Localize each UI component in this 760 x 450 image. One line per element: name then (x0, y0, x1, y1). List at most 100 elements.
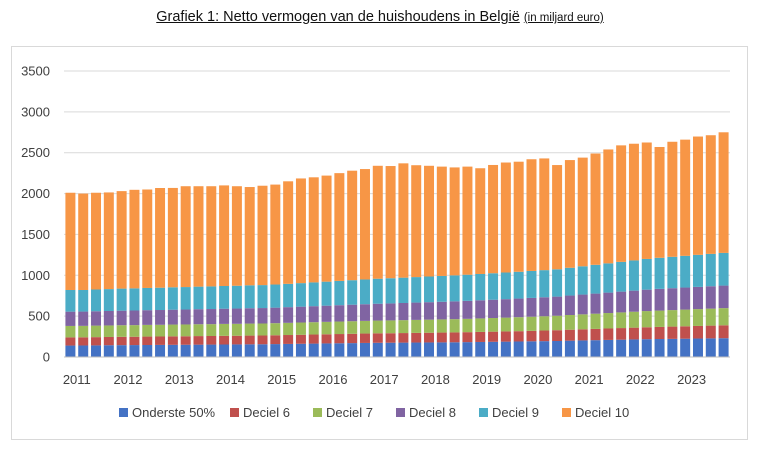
bar-segment (385, 320, 396, 334)
bar-segment (308, 322, 319, 335)
x-tick-label: 2022 (626, 372, 655, 387)
bar-segment (628, 311, 639, 328)
bar-segment (705, 286, 716, 309)
bar-segment (641, 258, 652, 290)
bar-segment (155, 310, 166, 325)
bar-segment (616, 261, 627, 292)
bar-segment (564, 160, 575, 268)
bar-segment (65, 311, 76, 326)
bar-segment (564, 315, 575, 330)
bar-segment (219, 323, 230, 336)
x-tick-label: 2020 (523, 372, 552, 387)
bar-segment (628, 339, 639, 357)
legend-label: Deciel 7 (326, 405, 373, 420)
bar-segment (321, 321, 332, 335)
bar-segment (206, 186, 217, 287)
bar-segment (590, 153, 601, 265)
bar-segment (372, 342, 383, 357)
bar-segment (500, 272, 511, 300)
bar-segment (680, 255, 691, 288)
bar-segment (411, 342, 422, 357)
bar-segment (705, 338, 716, 357)
bar-segment (78, 345, 89, 357)
bar-segment (321, 334, 332, 344)
bar-segment (513, 341, 524, 357)
legend-swatch (396, 408, 405, 417)
bar-segment (142, 287, 153, 311)
bar-segment (692, 286, 703, 310)
bar-segment (142, 324, 153, 337)
bar-segment (449, 332, 460, 343)
legend-swatch (479, 408, 488, 417)
bar-segment (244, 285, 255, 309)
bar-segment (193, 186, 204, 287)
bar-segment (65, 337, 76, 346)
bar-segment (667, 338, 678, 357)
bar-segment (577, 340, 588, 357)
bar-segment (116, 191, 127, 289)
bar-segment (180, 344, 191, 357)
bar-segment (680, 326, 691, 339)
bar-segment (283, 181, 294, 284)
bar-segment (539, 297, 550, 317)
x-tick-label: 2016 (319, 372, 348, 387)
y-tick-label: 1000 (21, 268, 50, 283)
bar-segment (308, 282, 319, 307)
bar-segment (231, 323, 242, 336)
bar-segment (692, 338, 703, 357)
bar-segment (372, 303, 383, 321)
legend-label: Deciel 8 (409, 405, 456, 420)
bar-segment (359, 320, 370, 334)
legend: Onderste 50% Deciel 6 Deciel 7 Deciel 8 Deci… (119, 405, 629, 420)
bar-segment (552, 296, 563, 316)
bar-segment (321, 305, 332, 322)
y-tick-label: 1500 (21, 227, 50, 242)
bar-segment (513, 161, 524, 272)
y-tick-label: 0 (43, 350, 50, 365)
bar-segment (129, 345, 140, 357)
bar-segment (244, 323, 255, 336)
bar-segment (449, 342, 460, 357)
bar-segment (167, 324, 178, 337)
bar-segment (116, 345, 127, 357)
bar-segment (424, 276, 435, 303)
bar-segment (718, 325, 729, 339)
bar-segment (436, 342, 447, 357)
bar-segment (78, 337, 89, 346)
bar-segment (424, 302, 435, 320)
bar-segment (78, 311, 89, 326)
bar-segment (385, 342, 396, 357)
bar-segment (347, 333, 358, 344)
bar-segment (372, 333, 383, 343)
bar-segment (590, 340, 601, 357)
y-tick-label: 2500 (21, 145, 50, 160)
legend-swatch (119, 408, 128, 417)
bar-segment (129, 310, 140, 326)
bar-segment (462, 332, 473, 343)
bar-segment (167, 287, 178, 310)
y-tick-label: 2000 (21, 186, 50, 201)
bar-segment (347, 170, 358, 281)
bar-segment (628, 260, 639, 291)
bar-segment (359, 304, 370, 321)
bar-segment (705, 253, 716, 287)
y-tick-label: 3000 (21, 104, 50, 119)
bar-segment (244, 308, 255, 324)
chart-title: Grafiek 1: Netto vermogen van de huishou… (0, 9, 760, 25)
bar-segment (283, 335, 294, 344)
bar-segment (718, 338, 729, 357)
bar-segment (603, 313, 614, 329)
bar-segment (398, 333, 409, 343)
bar-segment (411, 332, 422, 343)
bar-segment (667, 141, 678, 257)
bar-segment (91, 325, 102, 338)
bar-segment (449, 167, 460, 276)
bar-segment (667, 326, 678, 339)
bar-segment (539, 158, 550, 271)
bar-segment (628, 290, 639, 312)
x-tick-label: 2014 (216, 372, 245, 387)
bar-segment (564, 267, 575, 296)
bar-segment (488, 341, 499, 357)
bar-segment (500, 162, 511, 273)
bar-segment (283, 343, 294, 357)
